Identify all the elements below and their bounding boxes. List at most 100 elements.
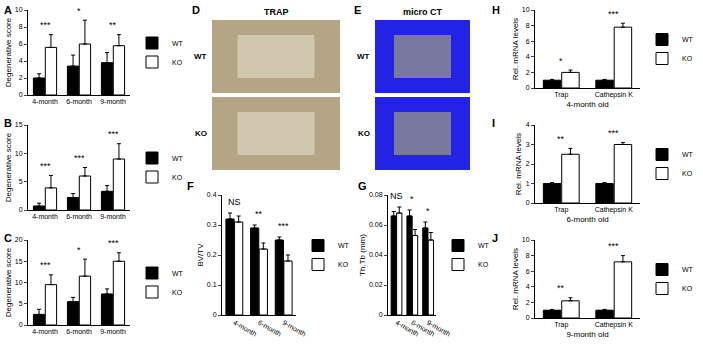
svg-text:KO: KO	[195, 129, 207, 138]
svg-text:WT: WT	[478, 242, 490, 249]
svg-text:0: 0	[379, 311, 383, 318]
svg-text:0.08: 0.08	[369, 191, 383, 198]
svg-text:20: 20	[15, 236, 23, 243]
svg-text:KO: KO	[358, 129, 370, 138]
svg-text:9-month old: 9-month old	[566, 330, 608, 339]
svg-text:**: **	[557, 134, 565, 144]
svg-text:8: 8	[19, 23, 23, 30]
svg-text:*: *	[410, 194, 414, 204]
svg-text:10: 10	[15, 6, 23, 13]
svg-text:F: F	[187, 180, 194, 192]
svg-text:6-month: 6-month	[66, 213, 92, 220]
svg-text:B: B	[4, 117, 12, 129]
svg-text:9-month: 9-month	[100, 328, 126, 335]
svg-text:***: ***	[108, 238, 119, 248]
svg-text:6: 6	[526, 268, 530, 275]
svg-text:Rel. mRNA levels: Rel. mRNA levels	[514, 133, 523, 195]
svg-text:Trap: Trap	[554, 206, 568, 214]
svg-text:Trap: Trap	[554, 91, 568, 99]
svg-text:2: 2	[19, 74, 23, 81]
svg-text:WT: WT	[357, 52, 370, 61]
svg-text:Cathepsin K: Cathepsin K	[595, 321, 633, 329]
svg-text:KO: KO	[172, 174, 183, 181]
svg-text:10: 10	[522, 236, 530, 243]
svg-text:***: ***	[608, 9, 619, 19]
svg-text:6-month: 6-month	[410, 319, 436, 338]
svg-text:*: *	[77, 6, 81, 16]
svg-text:***: ***	[74, 153, 85, 163]
svg-text:KO: KO	[172, 59, 183, 66]
svg-text:6: 6	[19, 40, 23, 47]
svg-text:5: 5	[19, 300, 23, 307]
svg-text:Cathepsin K: Cathepsin K	[595, 206, 633, 214]
svg-text:Rel. mRNA levels: Rel. mRNA levels	[511, 18, 520, 80]
svg-text:0: 0	[19, 91, 23, 98]
svg-text:10: 10	[522, 6, 530, 13]
svg-text:6-month: 6-month	[66, 98, 92, 105]
svg-text:J: J	[492, 232, 498, 244]
svg-text:WT: WT	[338, 242, 350, 249]
svg-text:Trap: Trap	[554, 321, 568, 329]
svg-text:Degenerative score: Degenerative score	[4, 17, 13, 87]
svg-text:C: C	[4, 232, 12, 244]
svg-text:Cathepsin K: Cathepsin K	[595, 91, 633, 99]
svg-text:WT: WT	[172, 155, 184, 162]
svg-text:8: 8	[526, 22, 530, 29]
svg-text:5: 5	[19, 178, 23, 185]
svg-text:WT: WT	[682, 266, 694, 273]
svg-text:**: **	[109, 20, 117, 30]
svg-text:I: I	[492, 117, 495, 129]
svg-text:***: ***	[108, 129, 119, 139]
svg-text:8: 8	[526, 252, 530, 259]
svg-text:4-month: 4-month	[32, 213, 58, 220]
svg-text:KO: KO	[478, 261, 489, 268]
svg-text:Rel. mRNA levels: Rel. mRNA levels	[511, 248, 520, 310]
svg-text:4-month: 4-month	[394, 319, 420, 338]
svg-text:KO: KO	[682, 55, 693, 62]
svg-text:3: 3	[526, 141, 530, 148]
svg-text:BV/TV: BV/TV	[196, 243, 205, 267]
svg-text:KO: KO	[172, 289, 183, 296]
svg-text:micro CT: micro CT	[403, 7, 443, 17]
svg-text:H: H	[492, 4, 500, 16]
svg-text:9-month: 9-month	[100, 213, 126, 220]
svg-text:0.3: 0.3	[207, 221, 217, 228]
svg-text:Degenerative score: Degenerative score	[4, 132, 13, 202]
svg-text:0.2: 0.2	[207, 251, 217, 258]
svg-text:10: 10	[15, 150, 23, 157]
svg-text:0.04: 0.04	[369, 251, 383, 258]
svg-text:4: 4	[526, 53, 530, 60]
svg-text:2: 2	[526, 69, 530, 76]
svg-text:WT: WT	[682, 36, 694, 43]
svg-text:6-month: 6-month	[257, 319, 283, 338]
svg-text:WT: WT	[172, 40, 184, 47]
svg-text:***: ***	[40, 161, 51, 171]
svg-text:1: 1	[526, 180, 530, 187]
svg-text:A: A	[4, 4, 12, 16]
svg-text:0: 0	[526, 199, 530, 206]
svg-text:9-month: 9-month	[426, 319, 452, 338]
svg-text:0.06: 0.06	[369, 221, 383, 228]
svg-text:D: D	[192, 4, 200, 16]
svg-text:WT: WT	[194, 52, 207, 61]
svg-text:*: *	[426, 206, 430, 216]
svg-text:2: 2	[526, 160, 530, 167]
svg-text:Degenerative score: Degenerative score	[4, 247, 13, 317]
svg-text:4: 4	[19, 57, 23, 64]
svg-text:4: 4	[526, 121, 530, 128]
svg-text:**: **	[255, 209, 263, 219]
svg-text:***: ***	[278, 221, 289, 231]
svg-text:0: 0	[526, 314, 530, 321]
svg-text:KO: KO	[682, 170, 693, 177]
svg-text:4-month: 4-month	[32, 328, 58, 335]
svg-text:WT: WT	[682, 151, 694, 158]
svg-text:G: G	[358, 180, 367, 192]
svg-text:9-month: 9-month	[281, 319, 307, 338]
svg-text:0: 0	[19, 321, 23, 328]
svg-text:0: 0	[526, 84, 530, 91]
svg-text:0: 0	[213, 311, 217, 318]
svg-text:10: 10	[15, 279, 23, 286]
svg-text:KO: KO	[682, 285, 693, 292]
svg-text:6-month old: 6-month old	[566, 215, 608, 224]
svg-text:***: ***	[608, 241, 619, 251]
